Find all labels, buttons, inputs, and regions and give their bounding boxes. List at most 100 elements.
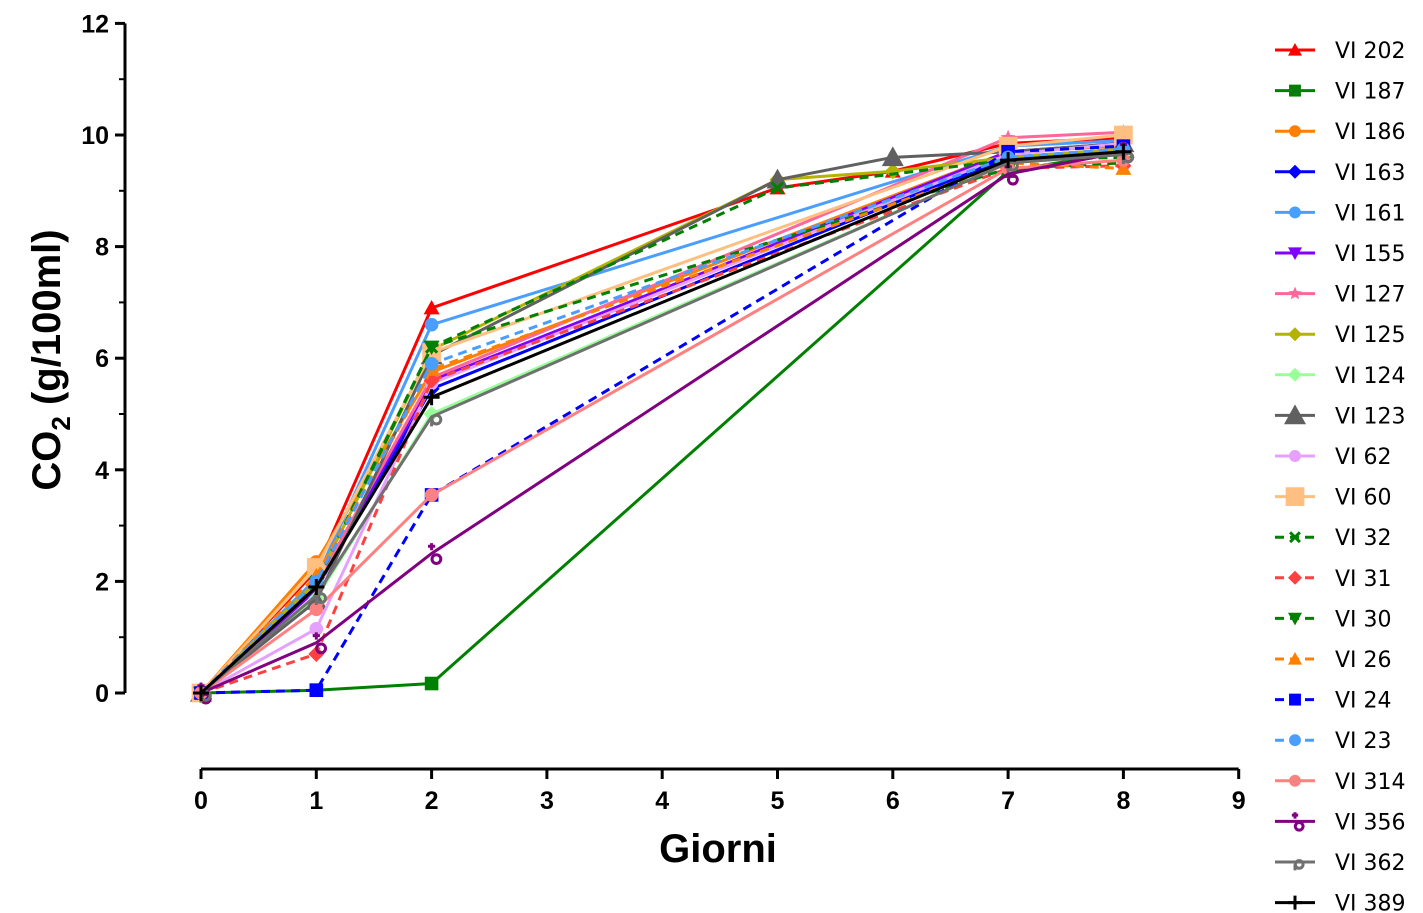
series-vi-124 <box>193 146 1132 701</box>
data-point <box>423 389 440 406</box>
y-axis-title-rest: (g/100ml) <box>25 229 69 416</box>
legend-item: VI 60 <box>1275 486 1392 511</box>
legend-item: VI 389 <box>1275 892 1406 913</box>
series-line <box>199 136 1124 695</box>
series-line <box>199 141 1124 695</box>
legend-item: VI 314 <box>1275 770 1406 795</box>
series-line <box>199 147 1124 695</box>
legend-item: VI 163 <box>1275 161 1406 186</box>
legend-marker <box>1288 652 1302 665</box>
data-point <box>424 488 439 502</box>
legend-label: VI 186 <box>1335 120 1406 145</box>
data-point <box>881 146 904 167</box>
y-tick-label: 4 <box>95 457 109 485</box>
data-point <box>430 413 443 427</box>
series-line <box>200 150 1124 695</box>
x-tick-label: 7 <box>1001 787 1015 815</box>
legend-marker <box>1289 84 1301 97</box>
series-vi-62 <box>194 136 1131 700</box>
series-line <box>199 161 1124 695</box>
y-tick-label: 2 <box>95 568 109 596</box>
legend-label: VI 32 <box>1335 526 1392 551</box>
x-tick-label: 2 <box>425 787 439 815</box>
legend-label: VI 356 <box>1335 810 1406 835</box>
legend-label: VI 127 <box>1335 283 1406 308</box>
legend-marker <box>1293 859 1305 871</box>
legend-label: VI 161 <box>1335 201 1406 226</box>
legend-marker <box>1288 612 1302 626</box>
legend-marker <box>1288 247 1302 260</box>
legend-marker <box>1288 367 1302 382</box>
legend-item: VI 124 <box>1275 364 1406 389</box>
y-axis-title: CO2 (g/100ml) <box>25 229 76 490</box>
series-vi-60 <box>191 125 1133 703</box>
series-line <box>200 141 1124 695</box>
series-vi-24 <box>194 139 1131 700</box>
legend-label: VI 23 <box>1335 729 1392 754</box>
legend-marker <box>1289 531 1301 544</box>
legend-label: VI 123 <box>1335 404 1406 429</box>
series-line <box>200 150 1124 695</box>
legend-marker <box>1289 734 1301 747</box>
series-line <box>200 144 1124 695</box>
x-tick-label: 0 <box>194 787 208 815</box>
series-line <box>199 147 1124 695</box>
legend-label: VI 314 <box>1335 770 1406 795</box>
legend-item: VI 161 <box>1275 201 1406 226</box>
data-point <box>309 683 324 698</box>
series-line <box>199 147 1124 695</box>
x-tick-label: 3 <box>540 787 554 815</box>
data-point <box>309 602 324 617</box>
y-tick-label: 8 <box>95 234 109 262</box>
series-vi-186 <box>194 139 1131 700</box>
legend-item: VI 123 <box>1275 404 1406 429</box>
legend-marker <box>1288 164 1302 179</box>
legend-item: VI 125 <box>1275 323 1406 348</box>
data-point <box>193 685 209 701</box>
data-point <box>1000 152 1017 169</box>
legend: VI 202 VI 187 VI 186 VI 163 VI 161 VI 155 VI 1… <box>1275 39 1406 913</box>
data-point <box>423 406 440 422</box>
series-line <box>199 150 1124 695</box>
legend-label: VI 362 <box>1335 851 1406 876</box>
legend-item: VI 24 <box>1275 689 1392 714</box>
legend-item: VI 62 <box>1275 445 1392 470</box>
legend-label: VI 125 <box>1335 323 1406 348</box>
legend-label: VI 24 <box>1335 689 1392 714</box>
legend-marker <box>1291 812 1305 832</box>
legend-marker <box>1288 327 1302 342</box>
series-line <box>200 141 1124 695</box>
series-line <box>199 130 1124 695</box>
x-tick-label: 4 <box>655 787 669 815</box>
legend-marker <box>1289 693 1301 706</box>
legend-item: VI 356 <box>1275 810 1406 835</box>
legend-marker <box>1288 43 1302 56</box>
legend-label: VI 31 <box>1335 567 1392 592</box>
series-vi-389 <box>193 143 1132 701</box>
legend-item: VI 202 <box>1275 39 1406 64</box>
legend-marker <box>1284 404 1306 425</box>
legend-label: VI 62 <box>1335 445 1392 470</box>
data-point <box>314 592 327 605</box>
legend-item: VI 187 <box>1275 80 1406 105</box>
series-vi-125 <box>193 140 1132 701</box>
legend-marker <box>1289 125 1301 138</box>
legend-item: VI 31 <box>1275 567 1392 592</box>
legend-marker <box>1288 895 1302 910</box>
series-vi-163 <box>193 140 1132 701</box>
data-point <box>770 181 785 195</box>
plot-area <box>190 124 1135 705</box>
y-tick-label: 10 <box>81 122 109 150</box>
legend-label: VI 163 <box>1335 161 1406 186</box>
legend-label: VI 389 <box>1335 892 1406 913</box>
legend-item: VI 30 <box>1275 607 1392 632</box>
data-point <box>428 543 443 565</box>
legend-marker <box>1288 570 1302 585</box>
series-line <box>199 139 1124 695</box>
legend-item: VI 26 <box>1275 648 1392 673</box>
legend-label: VI 124 <box>1335 364 1406 389</box>
data-point <box>423 340 440 356</box>
legend-item: VI 127 <box>1275 283 1406 308</box>
